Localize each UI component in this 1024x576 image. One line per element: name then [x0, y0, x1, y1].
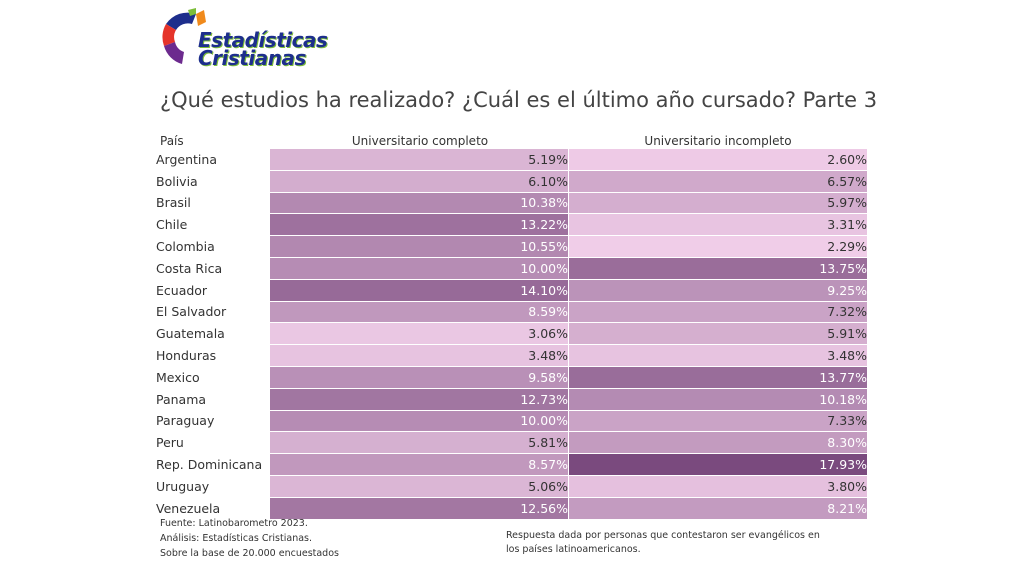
cell-universitario-completo: 5.06%	[270, 475, 569, 498]
table-row: Venezuela 12.56% 8.21%	[156, 497, 868, 520]
country-label: Ecuador	[156, 282, 208, 298]
country-label: Honduras	[156, 348, 217, 364]
table-row: Uruguay 5.06% 3.80%	[156, 475, 868, 498]
cell-universitario-completo: 10.38%	[270, 192, 569, 215]
cell-universitario-incompleto: 5.97%	[568, 192, 868, 215]
table-row: Peru 5.81% 8.30%	[156, 431, 868, 455]
cell-universitario-completo: 3.06%	[270, 322, 569, 346]
country-label: El Salvador	[156, 304, 227, 320]
cell-universitario-completo: 8.57%	[270, 453, 569, 476]
table-row: Honduras 3.48% 3.48%	[156, 344, 868, 367]
table-row: Mexico 9.58% 13.77%	[156, 366, 868, 389]
country-label: Venezuela	[156, 500, 221, 516]
country-label: Rep. Dominicana	[156, 457, 263, 473]
footer-note: Respuesta dada por personas que contesta…	[506, 530, 820, 555]
cell-universitario-completo: 10.00%	[270, 410, 569, 433]
cell-universitario-incompleto: 8.21%	[568, 497, 868, 520]
cell-universitario-incompleto: 13.77%	[568, 366, 868, 389]
cell-universitario-incompleto: 3.48%	[568, 344, 868, 367]
logo-ring-icon	[162, 8, 206, 64]
cell-universitario-incompleto: 6.57%	[568, 170, 868, 193]
cell-universitario-incompleto: 5.91%	[568, 322, 868, 346]
cell-universitario-incompleto: 10.18%	[568, 388, 868, 411]
cell-universitario-completo: 9.58%	[270, 366, 569, 389]
country-label: Peru	[156, 435, 184, 451]
heatmap-table: Argentina 5.19% 2.60% Bolivia 6.10% 6.57% Bras…	[156, 149, 868, 520]
cell-universitario-incompleto: 3.80%	[568, 475, 868, 498]
country-label: Paraguay	[156, 413, 215, 429]
header-universitario-completo: Universitario completo	[351, 134, 489, 148]
cell-universitario-completo: 13.22%	[270, 213, 569, 237]
cell-universitario-incompleto: 7.32%	[568, 301, 868, 324]
footer-line: Análisis: Estadísticas Cristianas.	[160, 533, 312, 544]
cell-universitario-incompleto: 3.31%	[568, 213, 868, 237]
table-row: Colombia 10.55% 2.29%	[156, 235, 868, 258]
cell-universitario-incompleto: 17.93%	[568, 453, 868, 476]
cell-universitario-completo: 5.19%	[270, 149, 569, 171]
table-row: Brasil 10.38% 5.97%	[156, 192, 868, 215]
country-label: Argentina	[156, 152, 217, 168]
cell-universitario-completo: 8.59%	[270, 301, 569, 324]
country-label: Brasil	[156, 195, 191, 211]
header-universitario-incompleto: Universitario incompleto	[644, 134, 792, 148]
cell-universitario-incompleto: 7.33%	[568, 410, 868, 433]
table-row: Guatemala 3.06% 5.91%	[156, 322, 868, 346]
footer-source: Fuente: Latinobarometro 2023. Análisis: …	[160, 516, 339, 561]
header-country: País	[160, 134, 184, 148]
cell-universitario-incompleto: 8.30%	[568, 431, 868, 455]
table-row: Chile 13.22% 3.31%	[156, 213, 868, 237]
table-row: Ecuador 14.10% 9.25%	[156, 279, 868, 302]
cell-universitario-completo: 10.55%	[270, 235, 569, 258]
table-row: Panama 12.73% 10.18%	[156, 388, 868, 411]
footer-line: Fuente: Latinobarometro 2023.	[160, 518, 308, 529]
country-label: Chile	[156, 217, 188, 233]
country-label: Mexico	[156, 369, 200, 385]
country-label: Colombia	[156, 239, 215, 255]
logo-text-line2: Cristianas	[198, 46, 306, 70]
cell-universitario-incompleto: 2.60%	[568, 149, 868, 171]
cell-universitario-incompleto: 13.75%	[568, 257, 868, 280]
country-label: Guatemala	[156, 326, 225, 342]
table-row: Rep. Dominicana 8.57% 17.93%	[156, 453, 868, 476]
table-row: Costa Rica 10.00% 13.75%	[156, 257, 868, 280]
logo: Estadísticas Cristianas	[160, 6, 350, 70]
cell-universitario-completo: 6.10%	[270, 170, 569, 193]
table-row: Argentina 5.19% 2.60%	[156, 149, 868, 171]
cell-universitario-incompleto: 9.25%	[568, 279, 868, 302]
cell-universitario-completo: 5.81%	[270, 431, 569, 455]
country-label: Costa Rica	[156, 260, 223, 276]
country-label: Bolivia	[156, 173, 198, 189]
country-label: Panama	[156, 391, 207, 407]
cell-universitario-completo: 12.73%	[270, 388, 569, 411]
chart-title: ¿Qué estudios ha realizado? ¿Cuál es el …	[160, 88, 878, 112]
country-label: Uruguay	[156, 478, 210, 494]
cell-universitario-completo: 12.56%	[270, 497, 569, 520]
footer-line: Sobre la base de 20.000 encuestados	[160, 548, 339, 559]
cell-universitario-completo: 3.48%	[270, 344, 569, 367]
table-row: Paraguay 10.00% 7.33%	[156, 410, 868, 433]
cell-universitario-completo: 14.10%	[270, 279, 569, 302]
table-row: El Salvador 8.59% 7.32%	[156, 301, 868, 324]
logo-text-line1: Estadísticas	[198, 28, 328, 52]
cell-universitario-completo: 10.00%	[270, 257, 569, 280]
cell-universitario-incompleto: 2.29%	[568, 235, 868, 258]
table-row: Bolivia 6.10% 6.57%	[156, 170, 868, 193]
